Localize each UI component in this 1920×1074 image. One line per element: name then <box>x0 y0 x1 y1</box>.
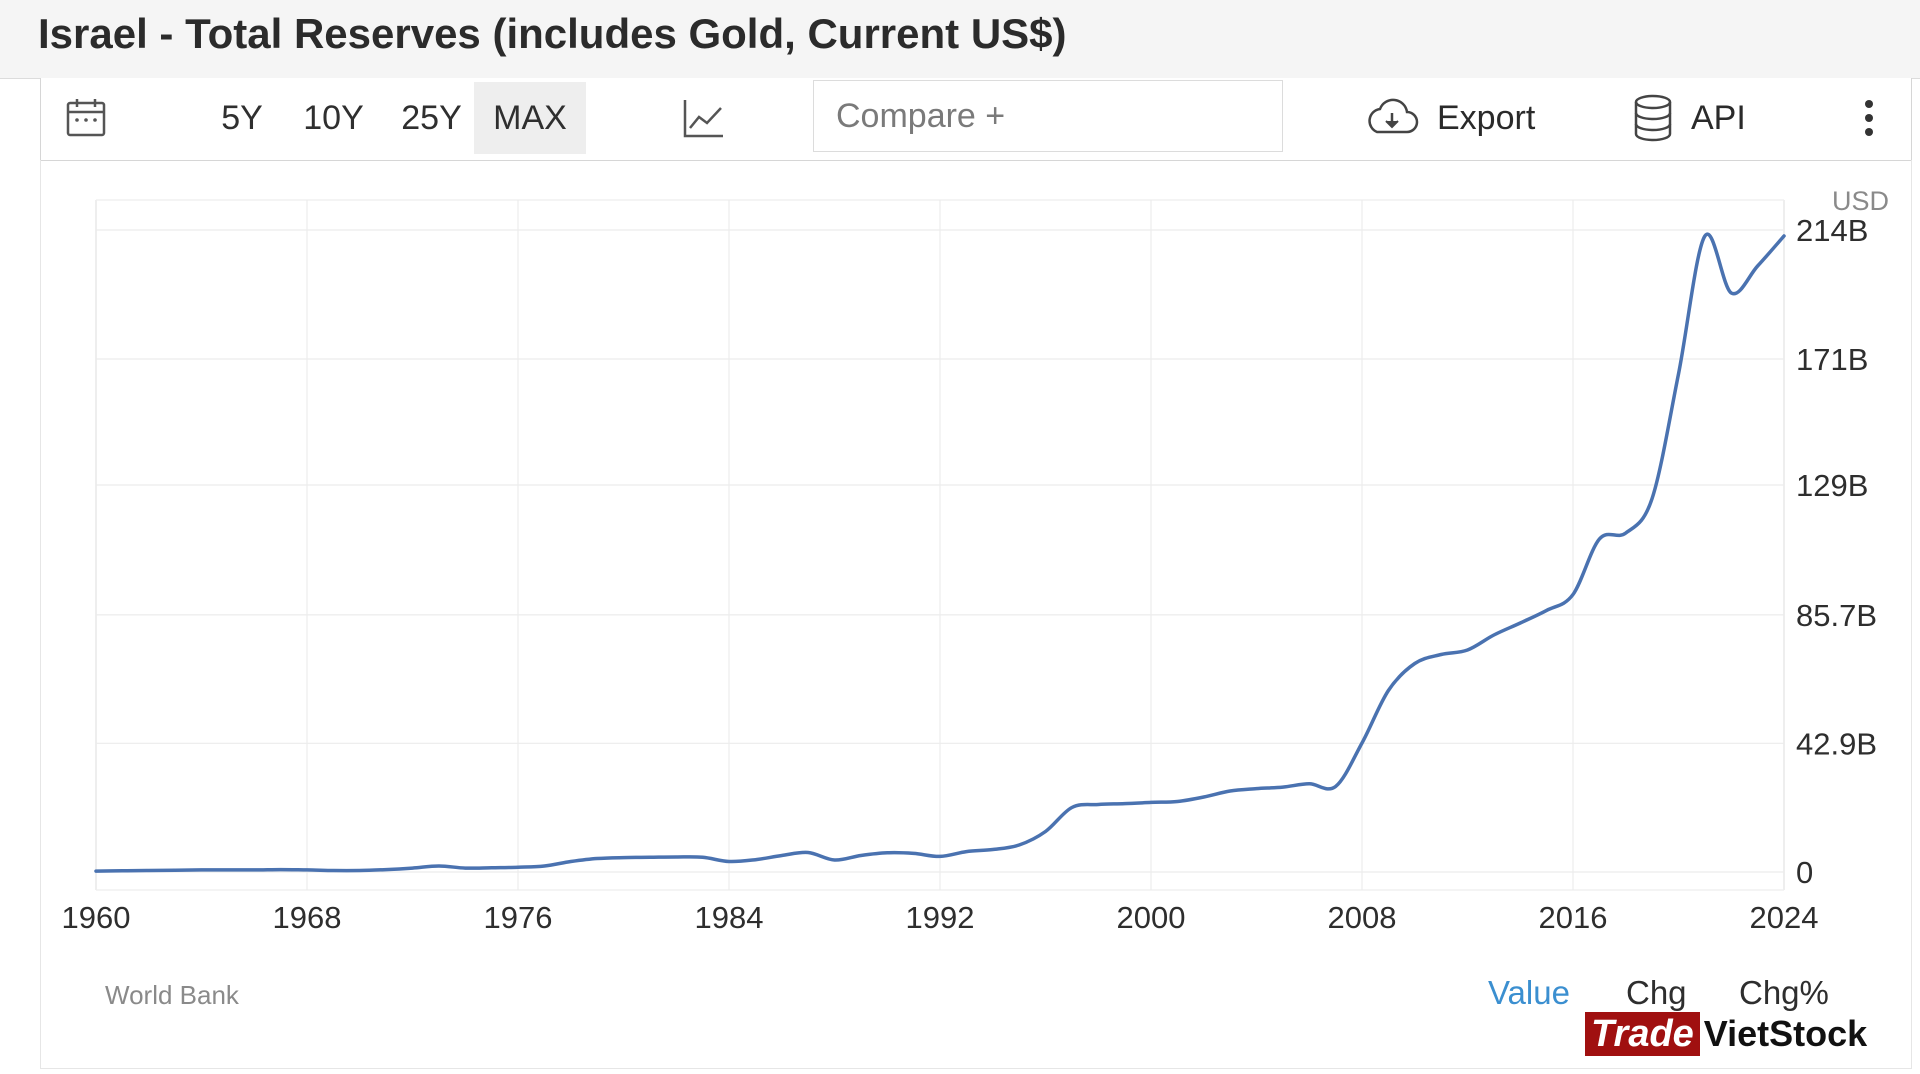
y-tick-label: 42.9B <box>1796 726 1877 761</box>
page-title: Israel - Total Reserves (includes Gold, … <box>38 10 1067 57</box>
tab-chg[interactable]: Chg <box>1626 974 1687 1011</box>
grid <box>95 199 1785 891</box>
line-chart[interactable]: 0 42.9B 85.7B 129B 171B 214B 1960 1968 1976 1984… <box>41 160 1909 960</box>
x-tick-label: 2016 <box>1539 900 1608 935</box>
watermark-logo: Trade VietStock <box>1585 1012 1867 1056</box>
x-tick-label: 2000 <box>1117 900 1186 935</box>
period-5y-button[interactable]: 5Y <box>221 98 263 137</box>
source-label: World Bank <box>105 980 239 1010</box>
period-25y-button[interactable]: 25Y <box>401 98 462 137</box>
y-tick-label: 85.7B <box>1796 598 1877 633</box>
more-vertical-icon[interactable] <box>1849 92 1889 144</box>
chart-area: 0 42.9B 85.7B 129B 171B 214B 1960 1968 1976 1984… <box>40 160 1912 1069</box>
calendar-icon[interactable] <box>61 92 111 144</box>
y-tick-label: 129B <box>1796 468 1868 503</box>
api-label: API <box>1691 98 1746 137</box>
x-tick-label: 1976 <box>484 900 553 935</box>
period-10y-button[interactable]: 10Y <box>303 98 364 137</box>
x-tick-label: 1984 <box>695 900 764 935</box>
unit-label: USD <box>1832 186 1889 216</box>
cloud-download-icon <box>1363 98 1419 138</box>
export-button[interactable]: Export <box>1363 82 1553 154</box>
tab-value[interactable]: Value <box>1488 974 1570 1011</box>
export-label: Export <box>1437 98 1536 137</box>
watermark-part2: VietStock <box>1703 1013 1868 1054</box>
x-tick-label: 2008 <box>1328 900 1397 935</box>
y-axis: 0 42.9B 85.7B 129B 171B 214B <box>1796 213 1877 890</box>
series-line[interactable] <box>94 232 1786 873</box>
x-tick-label: 1968 <box>273 900 342 935</box>
x-tick-label: 2024 <box>1750 900 1819 935</box>
api-button[interactable]: API <box>1633 82 1783 154</box>
y-tick-label: 0 <box>1796 855 1813 890</box>
database-icon <box>1633 94 1673 142</box>
x-tick-label: 1960 <box>62 900 131 935</box>
y-tick-label: 214B <box>1796 213 1868 248</box>
watermark-part1: Trade <box>1585 1012 1700 1056</box>
line-chart-icon[interactable] <box>673 92 733 144</box>
title-bar: Israel - Total Reserves (includes Gold, … <box>0 0 1920 79</box>
period-max-button[interactable]: MAX <box>474 82 586 154</box>
x-tick-label: 1992 <box>906 900 975 935</box>
compare-input[interactable]: Compare + <box>813 80 1283 152</box>
tab-chg-percent[interactable]: Chg% <box>1739 974 1829 1011</box>
chart-toolbar: 5Y 10Y 25Y MAX Compare + Export <box>40 78 1912 161</box>
x-axis: 1960 1968 1976 1984 1992 2000 2008 2016 2024 <box>62 900 1819 935</box>
y-tick-label: 171B <box>1796 342 1868 377</box>
